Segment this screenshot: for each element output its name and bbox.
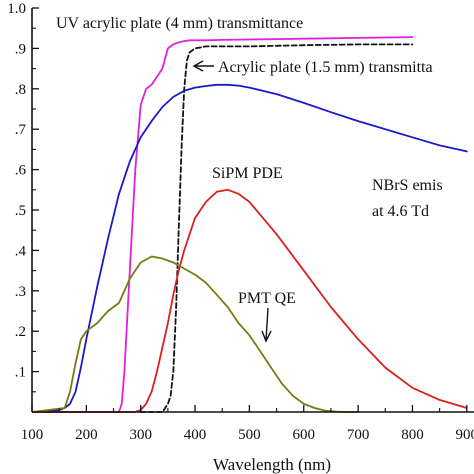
x-tick-label-200: 200 [75, 427, 98, 443]
series-line-5 [32, 255, 360, 413]
series-line-3 [32, 83, 468, 413]
x-tick-label-600: 600 [293, 427, 316, 443]
series-line-4 [32, 188, 468, 413]
acrylic-label-arrow-head [192, 60, 204, 72]
y-tick-label-.8: .8 [15, 82, 26, 98]
pmt-label-arrow-head [261, 330, 272, 343]
series-line-1 [32, 36, 414, 413]
sipm-pde-label: SiPM PDE [212, 165, 283, 182]
annotations: UV acrylic plate (4 mm) transmittance Ac… [56, 15, 443, 343]
series-line-2 [139, 43, 414, 413]
pmt-label-arrow-shaft [265, 307, 269, 341]
axes: 100 200 300 400 500 600 700 800 900 .1 .2 .3 .4 .5 .6.… [7, 1, 474, 443]
x-tick-label-800: 800 [401, 427, 424, 443]
y-tick-label-.7: .7 [15, 122, 27, 138]
pmt-qe-label: PMT QE [238, 290, 296, 307]
y-tick-label-.4: .4 [15, 243, 27, 259]
uv-acrylic-label: UV acrylic plate (4 mm) transmittance [56, 15, 303, 32]
nbrs-label-line2: at 4.6 Td [372, 203, 429, 220]
y-tick-label-.9: .9 [15, 41, 26, 57]
x-tick-label-700: 700 [347, 427, 370, 443]
y-tick-label-.3: .3 [15, 284, 26, 300]
y-tick-label-.2: .2 [15, 324, 26, 340]
x-axis-title: Wavelength (nm) [213, 455, 331, 474]
x-tick-label-400: 400 [184, 427, 207, 443]
series-group [32, 36, 468, 413]
y-tick-label-1.0: 1.0 [7, 1, 26, 17]
y-tick-label-.5: .5 [15, 203, 26, 219]
x-tick-label-500: 500 [238, 427, 261, 443]
nbrs-label-line1: NBrS emis [372, 177, 443, 194]
y-tick-label-.6: .6 [15, 163, 27, 179]
plot-area [32, 36, 468, 413]
x-tick-label-100: 100 [21, 427, 44, 443]
y-tick-label-.1: .1 [15, 365, 26, 381]
x-tick-label-300: 300 [129, 427, 152, 443]
acrylic-plate-label: Acrylic plate (1.5 mm) transmitta [218, 59, 433, 76]
x-tick-label-900: 900 [456, 427, 474, 443]
